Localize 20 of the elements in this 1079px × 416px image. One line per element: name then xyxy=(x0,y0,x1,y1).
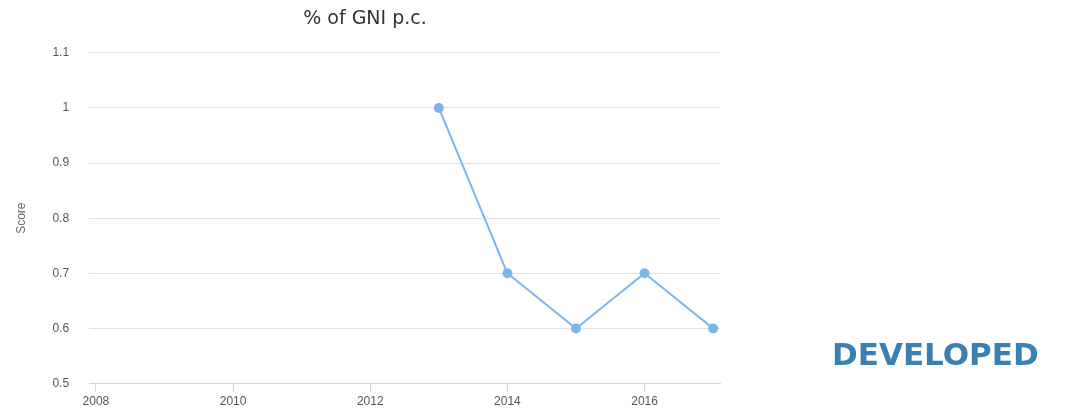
chart-title: % of GNI p.c. xyxy=(303,6,427,29)
y-tick-label: 0.7 xyxy=(52,265,70,280)
y-tick-label: 0.6 xyxy=(52,320,70,335)
y-tick-label: 0.5 xyxy=(52,375,70,390)
x-tick-label: 2016 xyxy=(631,394,659,409)
point xyxy=(639,268,650,279)
y-axis-title: Score xyxy=(13,202,28,234)
x-tick-label: 2014 xyxy=(494,394,522,409)
text: DEVELOPED xyxy=(832,336,1039,372)
y-tick-label: 1.1 xyxy=(52,45,70,60)
point xyxy=(570,323,581,334)
y-tick-label: 0.8 xyxy=(52,210,70,225)
x-tick-label: 2012 xyxy=(356,394,384,409)
point xyxy=(708,323,719,334)
point xyxy=(502,268,513,279)
y-tick-label: 0.9 xyxy=(52,155,70,170)
x-tick-label: 2008 xyxy=(82,394,110,409)
point xyxy=(433,102,444,113)
x-tick-label: 2010 xyxy=(219,394,247,409)
y-tick-label: 1 xyxy=(62,100,70,115)
